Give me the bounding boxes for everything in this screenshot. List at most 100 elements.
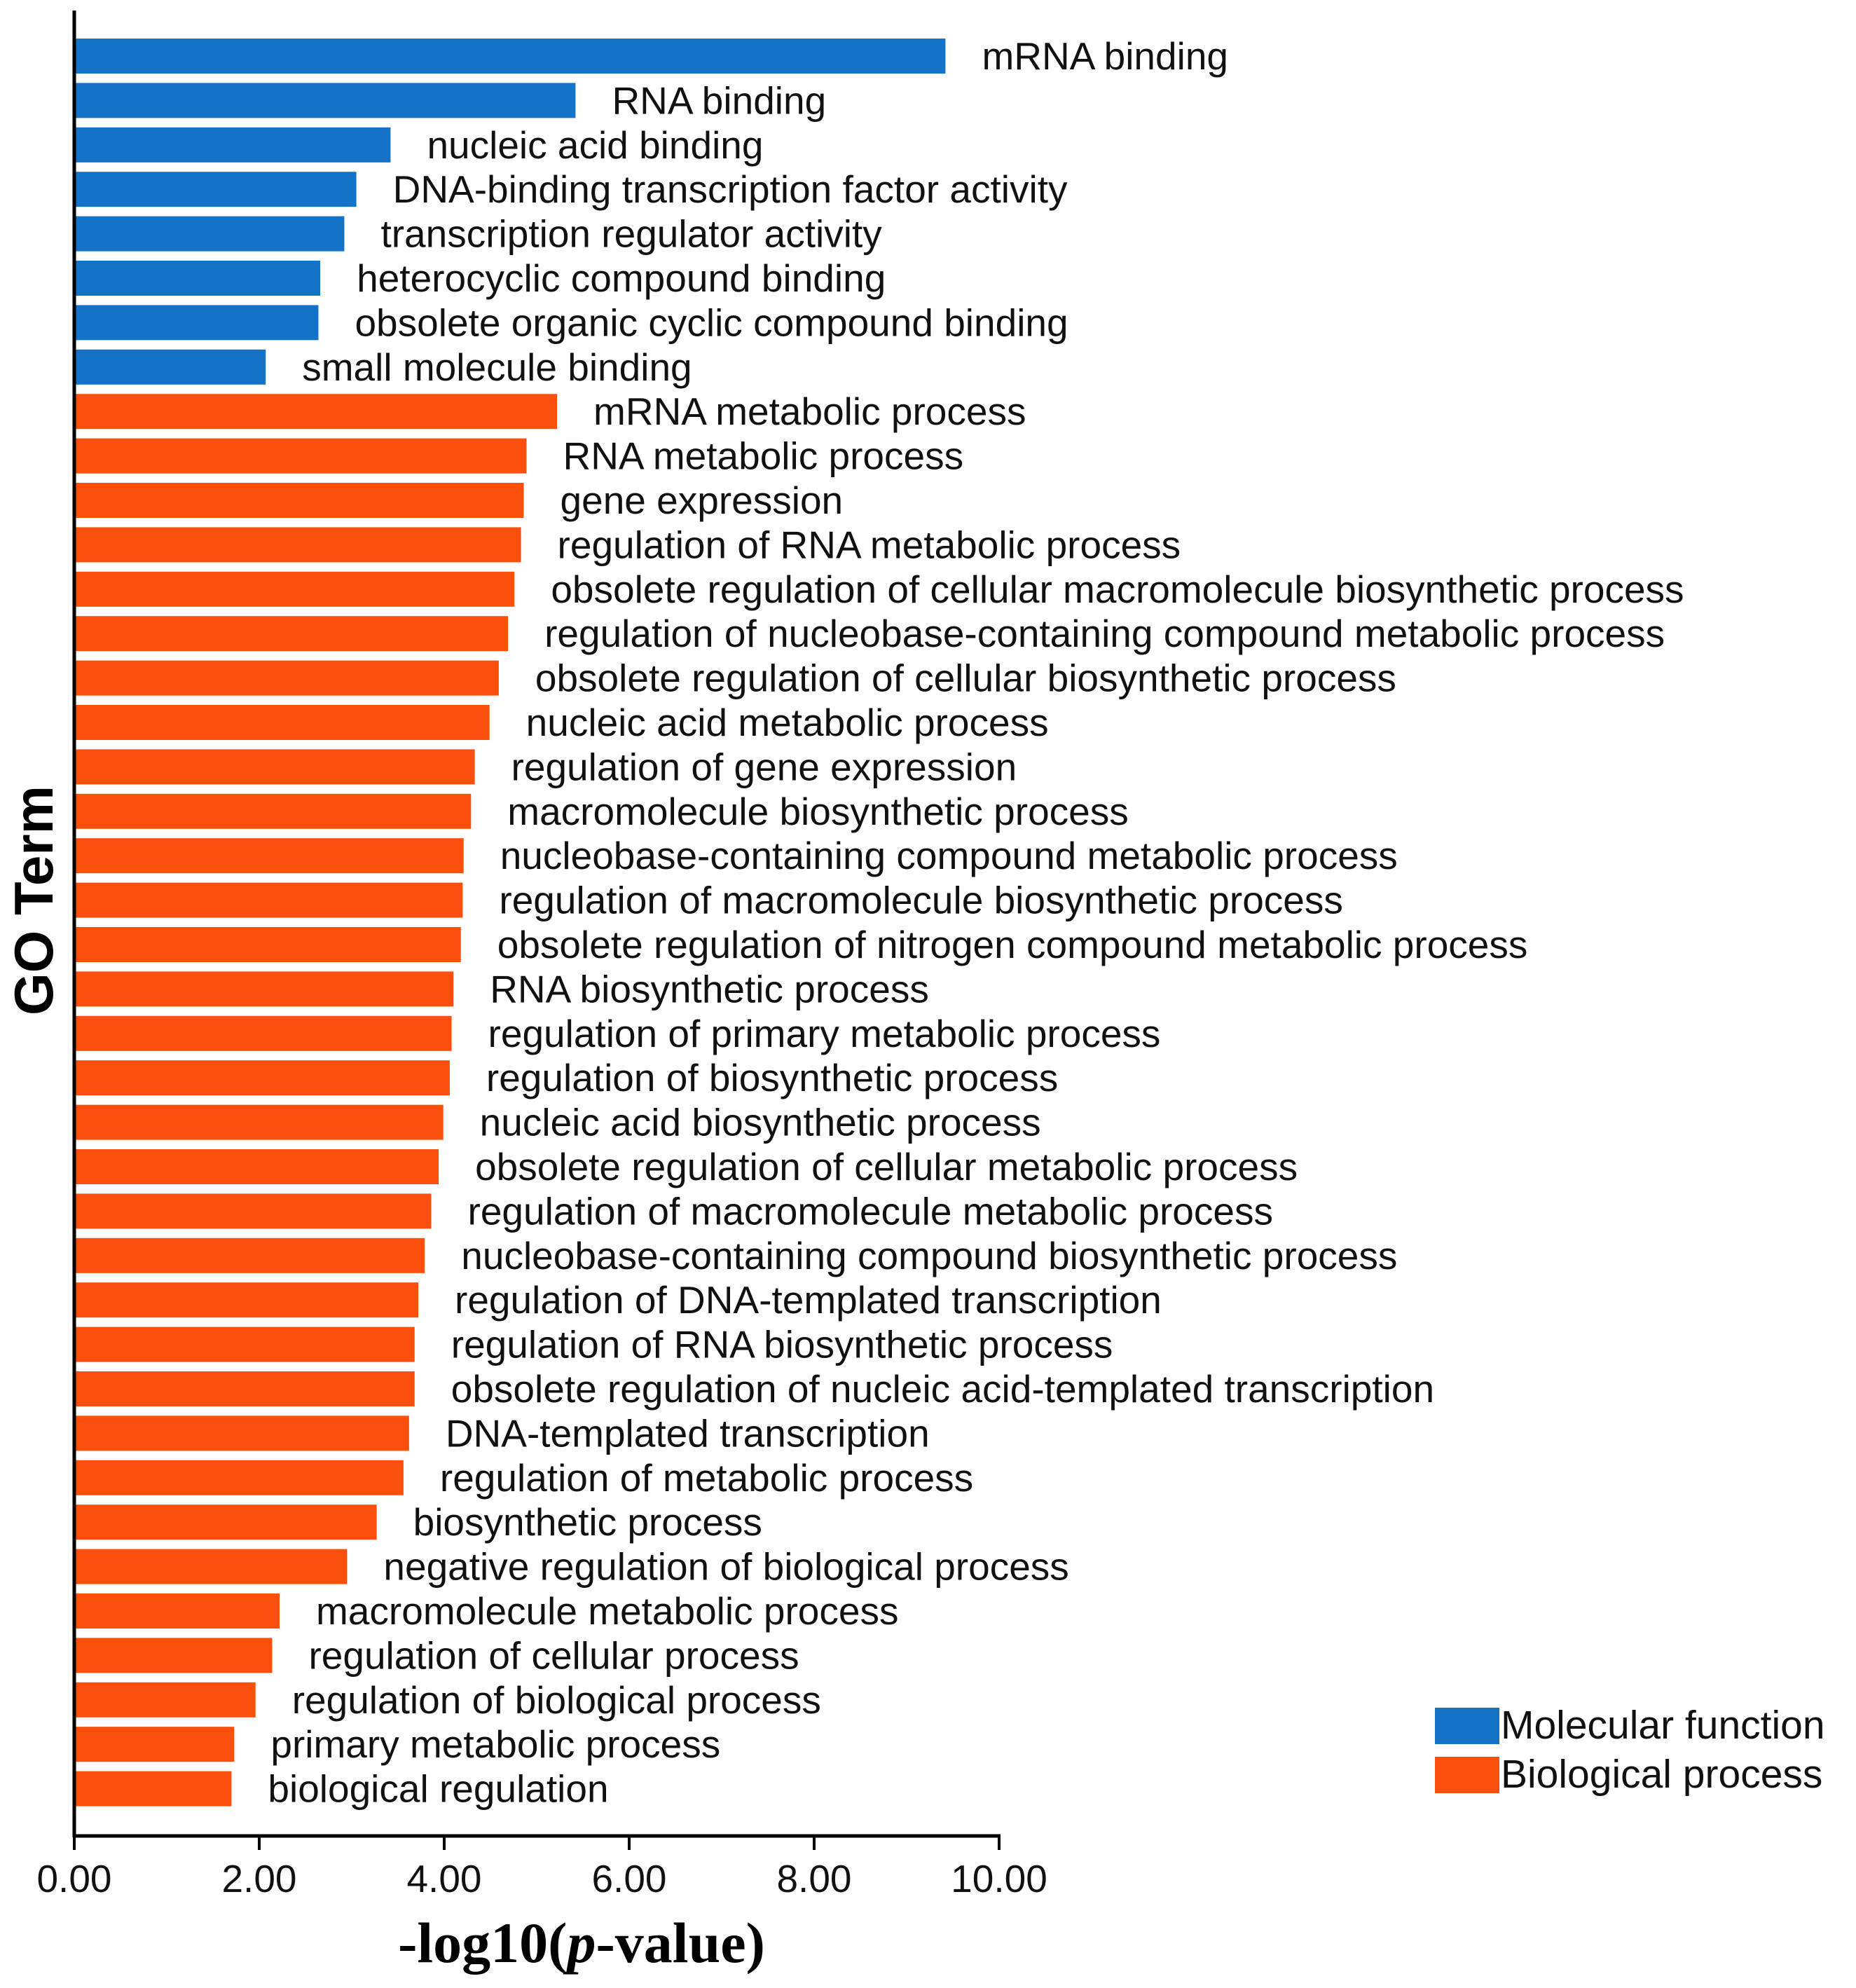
bar-label: DNA-binding transcription factor activit… [393, 167, 1068, 211]
bar [74, 1638, 273, 1673]
bar [74, 1104, 444, 1140]
x-tick-label: 0.00 [36, 1857, 111, 1900]
bar [74, 1415, 409, 1451]
bars-group [74, 39, 946, 1807]
y-axis-label: GO Term [3, 786, 64, 1015]
bar-label: DNA-templated transcription [446, 1411, 930, 1455]
bar [74, 927, 461, 962]
bar-label: obsolete regulation of cellular metaboli… [475, 1145, 1298, 1188]
bar-label: obsolete regulation of cellular macromol… [551, 568, 1684, 611]
bar-label: obsolete regulation of nitrogen compound… [497, 923, 1528, 966]
bar [74, 349, 266, 385]
bar-label: negative regulation of biological proces… [383, 1545, 1068, 1589]
x-axis-label-prefix: -log10( [398, 1911, 567, 1975]
bar [74, 1504, 377, 1540]
x-axis-label: -log10(p-value) [398, 1911, 765, 1975]
bar [74, 749, 475, 785]
bar [74, 1371, 415, 1406]
bar-label: transcription regulator activity [380, 212, 882, 256]
bar [74, 1015, 452, 1051]
bar-label: mRNA binding [982, 34, 1228, 78]
bar [74, 1149, 439, 1184]
bar-label: nucleic acid biosynthetic process [480, 1101, 1041, 1144]
bar [74, 882, 463, 918]
bar [74, 1327, 415, 1362]
bar-label: regulation of macromolecule metabolic pr… [468, 1189, 1273, 1233]
bar [74, 1727, 235, 1762]
bar [74, 1282, 419, 1318]
bar-label: regulation of biosynthetic process [486, 1056, 1058, 1099]
bar-label: RNA biosynthetic process [490, 967, 929, 1010]
bar-label: nucleic acid binding [427, 123, 763, 167]
x-axis-label-italic: p [563, 1911, 596, 1975]
bar [74, 394, 558, 430]
bar-label: small molecule binding [302, 345, 692, 389]
bar-label: RNA binding [612, 78, 826, 122]
bar-label: obsolete regulation of cellular biosynth… [535, 657, 1396, 700]
x-tick-label: 6.00 [591, 1857, 666, 1900]
bar-label: obsolete regulation of nucleic acid-temp… [451, 1367, 1434, 1411]
bar [74, 39, 946, 74]
legend-swatch [1435, 1757, 1499, 1793]
axes-group [72, 11, 1001, 1838]
bar [74, 1771, 232, 1807]
bar [74, 705, 490, 740]
bar [74, 127, 391, 163]
bar [74, 261, 321, 296]
bar-label: mRNA metabolic process [593, 390, 1026, 433]
bar [74, 793, 472, 829]
bar-label: biosynthetic process [413, 1500, 762, 1544]
x-ticks-group: 0.00 2.00 4.00 6.00 8.00 10.00 [36, 1836, 1047, 1900]
bar [74, 660, 499, 696]
x-tick-label: 2.00 [221, 1857, 296, 1900]
bar-label: regulation of cellular process [308, 1633, 799, 1677]
bar [74, 1549, 348, 1584]
bar [74, 305, 319, 341]
bar-label: regulation of nucleobase-containing comp… [544, 612, 1665, 655]
bar [74, 1460, 404, 1495]
bar [74, 1238, 425, 1273]
bar [74, 483, 524, 518]
bar-label: regulation of primary metabolic process [488, 1012, 1161, 1055]
bar [74, 1193, 432, 1229]
bar-label: regulation of RNA metabolic process [558, 523, 1181, 566]
bar-label: nucleic acid metabolic process [526, 701, 1049, 744]
bar-label: RNA metabolic process [563, 434, 963, 478]
legend-label: Biological process [1501, 1752, 1822, 1797]
bar [74, 838, 464, 874]
x-axis-label-suffix: -value) [596, 1911, 765, 1975]
bar-label: heterocyclic compound binding [357, 256, 886, 300]
bar [74, 527, 521, 563]
bar-label: primary metabolic process [270, 1722, 720, 1766]
bar-label: nucleobase-containing compound biosynthe… [461, 1234, 1397, 1277]
bar [74, 83, 576, 118]
x-tick-label: 4.00 [406, 1857, 481, 1900]
bar [74, 571, 515, 607]
bar [74, 438, 527, 474]
bar [74, 1060, 450, 1096]
bar [74, 616, 509, 652]
bar-label: biological regulation [268, 1767, 608, 1811]
x-tick-label: 10.00 [951, 1857, 1047, 1900]
bar-label: macromolecule metabolic process [316, 1589, 898, 1633]
bar-label: obsolete organic cyclic compound binding [355, 301, 1068, 344]
bar-label: regulation of gene expression [511, 745, 1017, 788]
x-tick-label: 8.00 [776, 1857, 851, 1900]
bar [74, 216, 345, 252]
bar-label: macromolecule biosynthetic process [507, 790, 1129, 833]
bar-label: regulation of metabolic process [440, 1456, 973, 1500]
bar [74, 172, 357, 207]
bar-label: gene expression [561, 479, 844, 522]
legend-label: Molecular function [1501, 1703, 1825, 1748]
legend-swatch [1435, 1708, 1499, 1744]
bar-label: nucleobase-containing compound metabolic… [500, 834, 1398, 877]
bar-label: regulation of DNA-templated transcriptio… [455, 1278, 1162, 1322]
bar [74, 1593, 280, 1629]
bar-label: regulation of macromolecule biosynthetic… [499, 879, 1343, 922]
bar [74, 971, 454, 1007]
bar-label: regulation of biological process [292, 1678, 821, 1722]
bar-label: regulation of RNA biosynthetic process [451, 1323, 1113, 1366]
